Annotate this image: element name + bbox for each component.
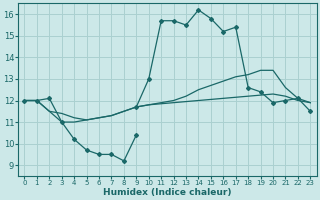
X-axis label: Humidex (Indice chaleur): Humidex (Indice chaleur): [103, 188, 232, 197]
